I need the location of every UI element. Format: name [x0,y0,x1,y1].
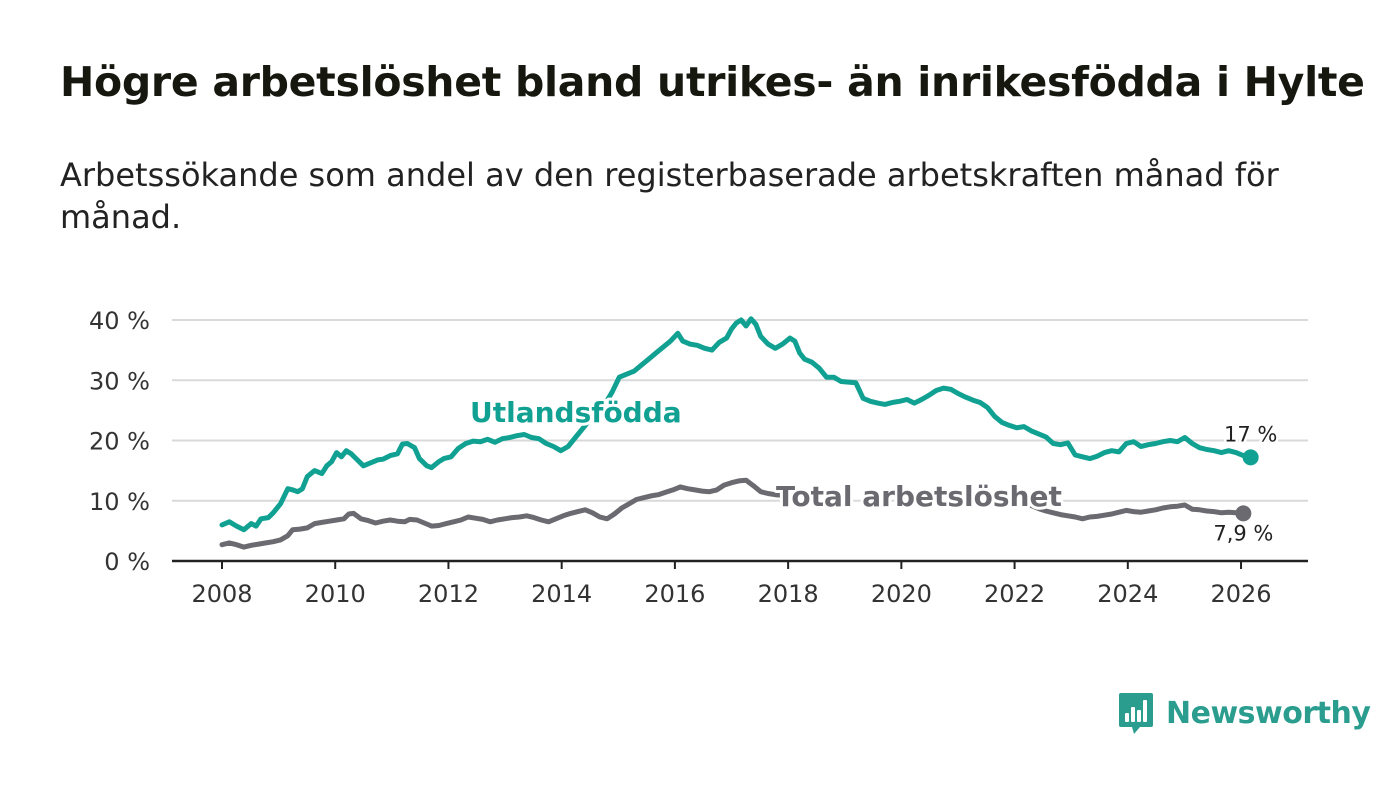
series-end-value-label: 17 % [1224,422,1277,446]
series-lines [219,316,1259,550]
brand-name: Newsworthy [1166,695,1371,731]
x-tick-label: 2018 [758,580,819,608]
x-tick-label: 2022 [984,580,1045,608]
series-line-total [219,477,786,550]
newsworthy-logo: Newsworthy [1118,690,1371,736]
bar-chart-speech-bubble-icon [1119,693,1153,734]
x-tick-label: 2014 [531,580,592,608]
series-end-marker [1242,449,1259,466]
series-end-marker [1235,505,1252,522]
x-tick-label: 2026 [1210,580,1271,608]
y-axis-tick-labels: 0 % 10 % 20 % 30 % 40 % [89,307,150,576]
chart-title: Högre arbetslöshet bland utrikes- än inr… [60,58,1365,106]
y-tick-label: 0 % [104,548,150,576]
series-end-value-label: 7,9 % [1213,521,1273,545]
x-axis: 2008 2010 2012 2014 2016 2018 2020 2022 2024 2026 [172,559,1308,608]
y-tick-label: 20 % [89,428,150,456]
series-name-label: Total arbetslöshet [776,480,1062,513]
y-tick-label: 40 % [89,307,150,335]
y-tick-label: 10 % [89,488,150,516]
x-tick-label: 2024 [1097,580,1158,608]
series-labels: Utlandsfödda 17 % Total arbetslöshet 7,9 % [467,393,1280,548]
series-line-utlandsfodda [219,316,1254,533]
x-tick-label: 2010 [305,580,366,608]
gridlines [172,319,1308,502]
series-line-total [1021,498,1246,522]
x-tick-label: 2008 [191,580,252,608]
y-tick-label: 30 % [89,367,150,395]
series-name-label: Utlandsfödda [470,396,682,429]
x-tick-label: 2020 [871,580,932,608]
chart-subtitle: Arbetssökande som andel av den registerb… [60,156,1279,236]
x-tick-label: 2012 [418,580,479,608]
x-tick-label: 2016 [644,580,705,608]
